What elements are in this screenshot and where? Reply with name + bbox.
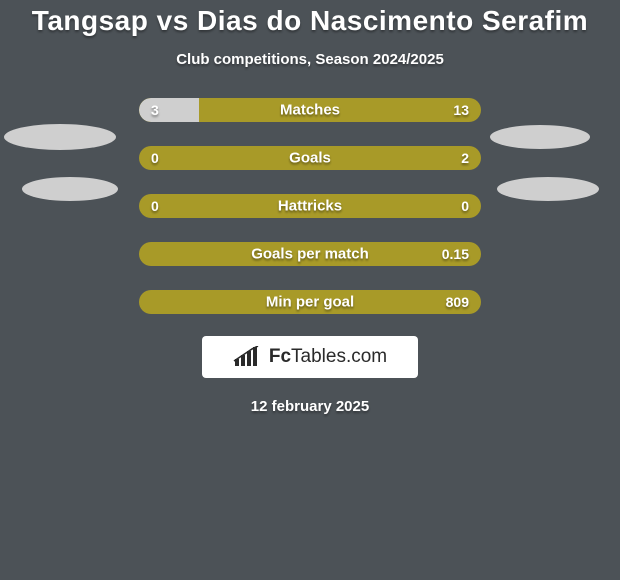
stat-value-right: 2	[461, 150, 481, 166]
bar-chart-icon	[233, 346, 261, 368]
stat-bar: Goals per match 0.15	[139, 242, 481, 266]
stat-label: Goals per match	[251, 245, 369, 262]
stat-value-right: 0.15	[442, 246, 481, 262]
subtitle: Club competitions, Season 2024/2025	[176, 51, 444, 68]
stat-row: Min per goal 809	[0, 290, 620, 314]
stat-bar: 3 Matches 13	[139, 98, 481, 122]
stat-bar: 0 Goals 2	[139, 146, 481, 170]
stat-value-left: 0	[139, 150, 159, 166]
stat-bar: Min per goal 809	[139, 290, 481, 314]
stat-value-right: 13	[453, 102, 481, 118]
player-badge	[4, 124, 116, 150]
logo-suffix: Tables.com	[291, 346, 387, 367]
date-label: 12 february 2025	[251, 398, 369, 415]
page-title: Tangsap vs Dias do Nascimento Serafim	[32, 6, 588, 37]
logo-prefix: Fc	[269, 346, 291, 367]
stat-row: Goals per match 0.15	[0, 242, 620, 266]
stat-row: 3 Matches 13	[0, 98, 620, 122]
player-badge	[22, 177, 118, 201]
stat-row: 0 Goals 2	[0, 146, 620, 170]
stat-value-right: 0	[461, 198, 481, 214]
stat-label: Matches	[280, 101, 340, 118]
stat-label: Hattricks	[278, 197, 342, 214]
stat-value-right: 809	[446, 294, 481, 310]
logo-box: FcTables.com	[202, 336, 418, 378]
player-badge	[497, 177, 599, 201]
stat-value-left: 3	[139, 102, 159, 118]
stat-label: Min per goal	[266, 293, 354, 310]
stat-label: Goals	[289, 149, 331, 166]
stat-bar: 0 Hattricks 0	[139, 194, 481, 218]
player-badge	[490, 125, 590, 149]
stat-value-left: 0	[139, 198, 159, 214]
comparison-card: Tangsap vs Dias do Nascimento Serafim Cl…	[0, 0, 620, 580]
logo-text: FcTables.com	[269, 346, 387, 368]
